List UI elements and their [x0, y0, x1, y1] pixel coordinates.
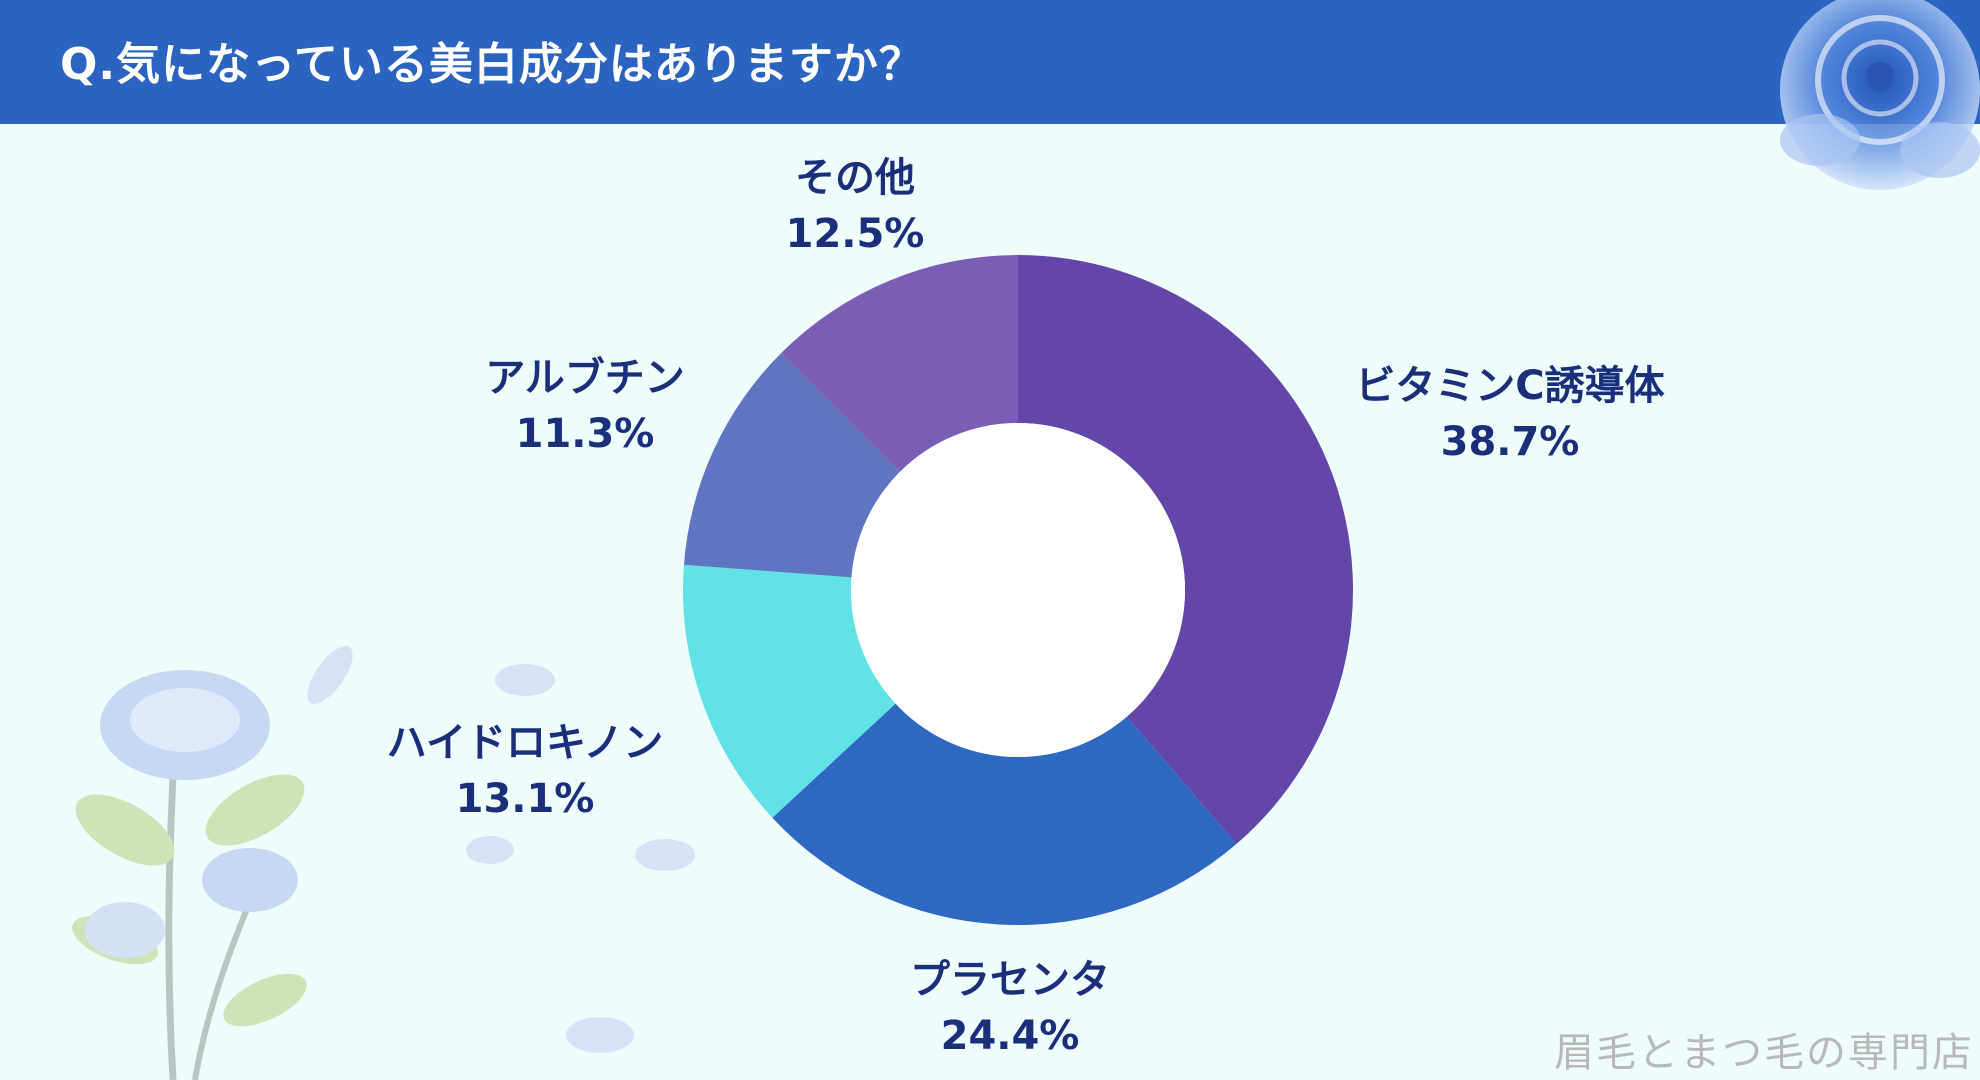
header-bar: Q.気になっている美白成分はありますか？: [0, 0, 1980, 124]
page-title: Q.気になっている美白成分はありますか？: [60, 39, 924, 90]
slice-label-placenta: プラセンタ 24.4%: [910, 957, 1110, 1059]
slice-label-hydroquinone: ハイドロキノン 13.1%: [386, 720, 664, 822]
donut-slice-4: [781, 255, 1018, 472]
donut-slice-1: [772, 703, 1237, 925]
donut-hole: [851, 423, 1185, 757]
rose-decoration-icon: [1780, 0, 1980, 190]
slice-label-arbutin: アルブチン 11.3%: [485, 355, 685, 457]
petal-decoration-icon: [307, 646, 695, 1053]
slice-label-vitamin-c: ビタミンC誘導体 38.7%: [1355, 363, 1665, 465]
donut-slice-3: [683, 353, 900, 578]
watermark-text: 眉毛とまつ毛の専門店: [1554, 1030, 1974, 1076]
donut-slice-0: [1018, 255, 1354, 845]
donut-slice-2: [683, 564, 896, 818]
slice-label-other: その他 12.5%: [785, 155, 925, 257]
donut-chart: [683, 255, 1354, 925]
rose-stem-decoration-icon: [72, 670, 307, 1080]
